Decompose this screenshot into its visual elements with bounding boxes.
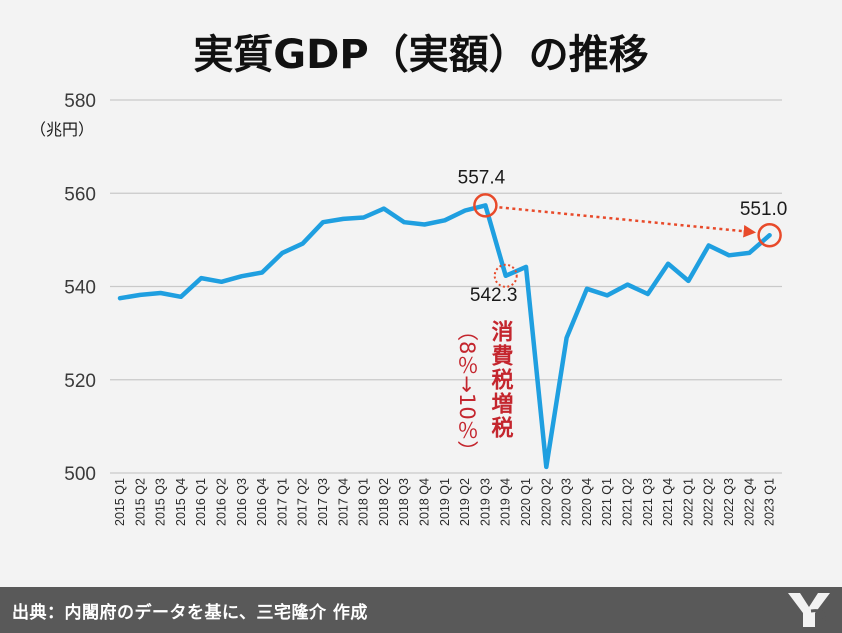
grid: [110, 99, 782, 474]
x-tick-label: 2018 Q2: [377, 478, 391, 526]
x-tick-label: 2016 Q3: [235, 478, 249, 526]
y-tick-label: 500: [64, 464, 96, 485]
x-tick-label: 2015 Q2: [133, 478, 147, 526]
tax-hike-label: 消費税増税: [488, 320, 514, 440]
y-tick-label: 560: [64, 184, 96, 205]
x-tick-label: 2018 Q3: [397, 478, 411, 526]
footer-bar: 出典：内閣府のデータを基に、三宅隆介 作成: [0, 587, 842, 633]
x-tick-label: 2016 Q1: [194, 478, 208, 526]
x-tick-label: 2020 Q2: [539, 478, 553, 526]
gdp-line: [117, 203, 772, 470]
latest-highlight-circle: [757, 222, 782, 248]
annotations: 557.4 551.0 542.3 消費税増税 （8％→10％）: [455, 167, 787, 461]
chart-title: 実質GDP（実額）の推移: [193, 32, 648, 78]
drop-highlight-circle: [493, 263, 518, 288]
x-axis-ticks: 2015 Q1 2015 Q2 2015 Q3 2015 Q4 2016 Q1 2016 …: [113, 478, 777, 526]
x-tick-label: 2021 Q4: [661, 478, 675, 526]
x-tick-label: 2019 Q4: [499, 478, 513, 526]
x-tick-label: 2019 Q1: [438, 478, 452, 526]
x-tick-label: 2017 Q2: [296, 478, 310, 526]
y-axis-ticks: 500 520 540 560 580: [64, 91, 96, 485]
x-tick-label: 2020 Q1: [519, 478, 533, 526]
y-tick-label: 580: [64, 91, 96, 112]
y-tick-label: 520: [64, 371, 96, 392]
chart: 実質GDP（実額）の推移 （兆円） 500 520 540 560 580 2015 Q…: [30, 32, 787, 526]
x-tick-label: 2022 Q2: [702, 478, 716, 526]
x-tick-label: 2021 Q3: [641, 478, 655, 526]
x-tick-label: 2016 Q2: [215, 478, 229, 526]
x-tick-label: 2019 Q3: [478, 478, 492, 526]
x-tick-label: 2022 Q4: [742, 478, 756, 526]
x-tick-label: 2019 Q2: [458, 478, 472, 526]
comparison-arrow: [499, 206, 757, 238]
latest-value-label: 551.0: [740, 199, 788, 220]
x-tick-label: 2017 Q1: [275, 478, 289, 526]
x-tick-label: 2022 Q1: [681, 478, 695, 526]
x-tick-label: 2015 Q4: [174, 478, 188, 526]
x-tick-label: 2020 Q4: [580, 478, 594, 526]
x-tick-label: 2015 Q3: [154, 478, 168, 526]
x-tick-label: 2018 Q4: [418, 478, 432, 526]
peak-value-label: 557.4: [458, 167, 506, 188]
x-tick-label: 2020 Q3: [560, 478, 574, 526]
y-axis-unit: （兆円）: [30, 120, 94, 139]
source-note: 出典：内閣府のデータを基に、三宅隆介 作成: [12, 603, 368, 623]
x-tick-label: 2017 Q3: [316, 478, 330, 526]
tax-rate-label: （8％→10％）: [455, 320, 479, 462]
y-tick-label: 540: [64, 278, 96, 299]
x-tick-label: 2015 Q1: [113, 478, 127, 526]
x-tick-label: 2021 Q1: [600, 478, 614, 526]
x-tick-label: 2016 Q4: [255, 478, 269, 526]
x-tick-label: 2021 Q2: [621, 478, 635, 526]
drop-value-label: 542.3: [470, 285, 518, 306]
logo-icon: [788, 593, 830, 629]
x-tick-label: 2023 Q1: [763, 478, 777, 526]
peak-highlight-circle: [473, 193, 498, 218]
x-tick-label: 2018 Q1: [357, 478, 371, 526]
x-tick-label: 2017 Q4: [336, 478, 350, 526]
x-tick-label: 2022 Q3: [722, 478, 736, 526]
data-points: [119, 205, 770, 468]
